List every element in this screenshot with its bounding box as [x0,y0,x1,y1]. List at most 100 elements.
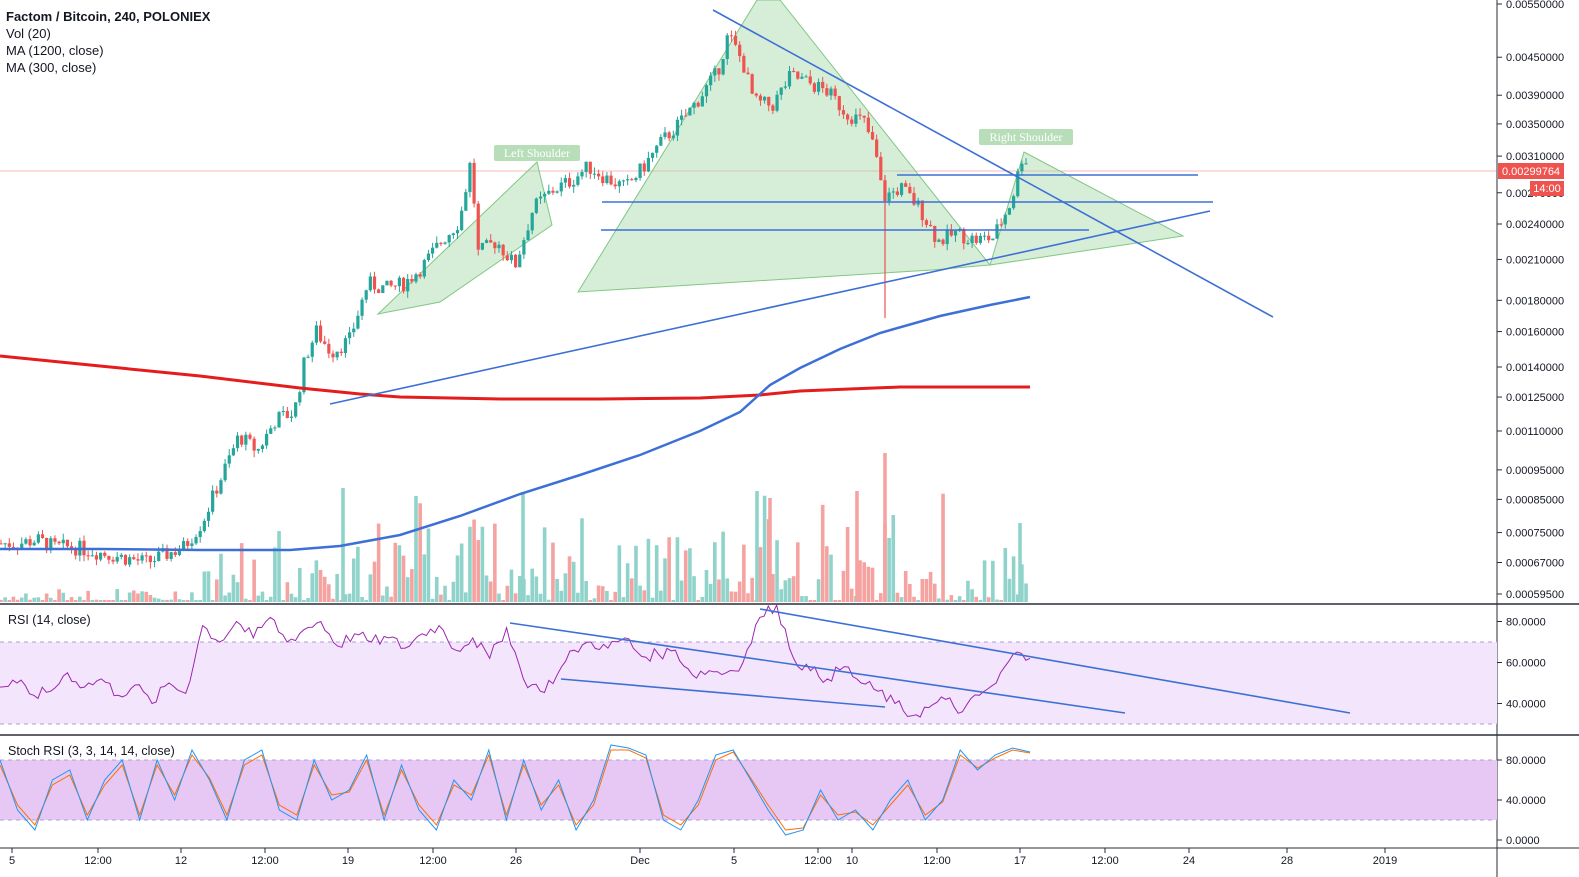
candle-body [796,71,800,79]
time-axis[interactable]: 5 12:00 12 12:00 19 12:00 26 Dec 5 12:00 10 12:00 17… [9,848,1397,867]
volume-bar [750,577,754,602]
candle-body [750,74,754,94]
candle-body [7,543,11,547]
volume-bar [517,576,522,602]
candle-body [94,555,99,560]
stoch-band [0,760,1497,820]
candle-body [227,455,231,464]
volume-bar [551,542,555,602]
volume-bar [526,595,530,602]
stoch-tick-label: 40.0000 [1506,795,1546,807]
candle-body [733,35,738,45]
candle-body [1003,214,1007,225]
volume-bar [1007,578,1012,602]
candle-body [597,173,601,177]
volume-bar [879,593,883,602]
volume-bar [962,600,966,602]
rsi-band [0,642,1497,724]
candle-body [281,410,285,413]
volume-bar [397,545,402,602]
rsi-axis[interactable]: 80.0000 60.0000 40.0000 [1497,617,1546,711]
candle-body [920,200,924,221]
candle-body [364,290,368,300]
volume-bar [982,560,987,602]
candle-body [244,434,248,445]
volume-bar [472,519,476,602]
legend-ma-300[interactable]: MA (300, close) [6,60,97,75]
volume-bar [949,595,954,602]
price-tick-label: 0.00059500 [1506,589,1564,601]
volume-bar [862,562,866,602]
candle-body [609,175,613,185]
legend-ma-1200[interactable]: MA (1200, close) [6,43,104,58]
candle-body [335,351,339,358]
volume-bar [758,547,763,602]
candle-body [821,81,825,89]
volume-bar [613,591,617,602]
candle-body [186,541,190,546]
volume-bar [239,543,244,602]
volume-bar [497,593,501,602]
volume-bar [464,592,468,602]
candle-body [426,253,431,261]
volume-bar [198,600,202,602]
legend-volume[interactable]: Vol (20) [6,26,51,41]
rsi-trendline-1 [509,622,1126,714]
time-tick-label: 5 [9,855,15,867]
volume-bar [28,599,32,602]
legend-title[interactable]: Factom / Bitcoin, 240, POLONIEX [6,9,211,24]
candle-body [20,543,24,549]
candle-body [970,235,974,244]
volume-bar [858,560,862,602]
candle-body [240,435,244,445]
volume-bar [1024,583,1028,602]
rsi-title[interactable]: RSI (14, close) [8,613,91,627]
volume-bar [883,453,887,602]
volume-bar [227,592,232,602]
candle-body [875,139,879,157]
price-tick-label: 0.00550000 [1506,0,1564,11]
candle-body [418,274,422,277]
volume-bar [206,571,211,602]
candle-body [924,220,929,225]
volume-bar [829,554,833,602]
stoch-axis[interactable]: 80.0000 40.0000 0.0000 [1497,755,1546,847]
volume-bar [405,577,410,602]
rsi-line [0,603,1031,718]
volume-bar [98,600,103,602]
candle-body [235,435,240,449]
time-tick-label: 12:00 [804,855,832,867]
candle-body [86,555,90,557]
volume-bar [621,597,626,602]
candle-body [389,280,393,286]
candle-body [563,178,567,183]
candle-body [285,410,289,418]
volume-bar [617,545,622,602]
volume-bar [356,546,360,602]
volume-bar [596,585,601,602]
candle-body [912,193,916,205]
candle-body [937,239,941,242]
stoch-rsi-title[interactable]: Stoch RSI (3, 3, 14, 14, close) [8,744,175,758]
volume-bar [887,537,891,602]
left-shoulder-label-bg [494,145,580,161]
candle-body [526,230,530,241]
candle-body [372,276,377,290]
volume-bar [995,599,999,602]
volume-bar [335,573,339,602]
volume-bar [688,548,692,602]
candle-body [443,242,447,244]
volume-bar [642,590,647,602]
volume-bar [957,596,962,602]
candle-body [833,88,837,97]
candle-body [605,175,609,184]
price-axis[interactable]: 0.00550000 0.00450000 0.00390000 0.00350000… [1497,0,1564,601]
candle-body [69,546,74,549]
candle-body [804,76,808,78]
volume-bar [783,580,788,602]
volume-bar [646,538,651,602]
volume-bar [1011,556,1016,602]
candle-body [103,552,107,556]
candle-body [783,86,787,88]
